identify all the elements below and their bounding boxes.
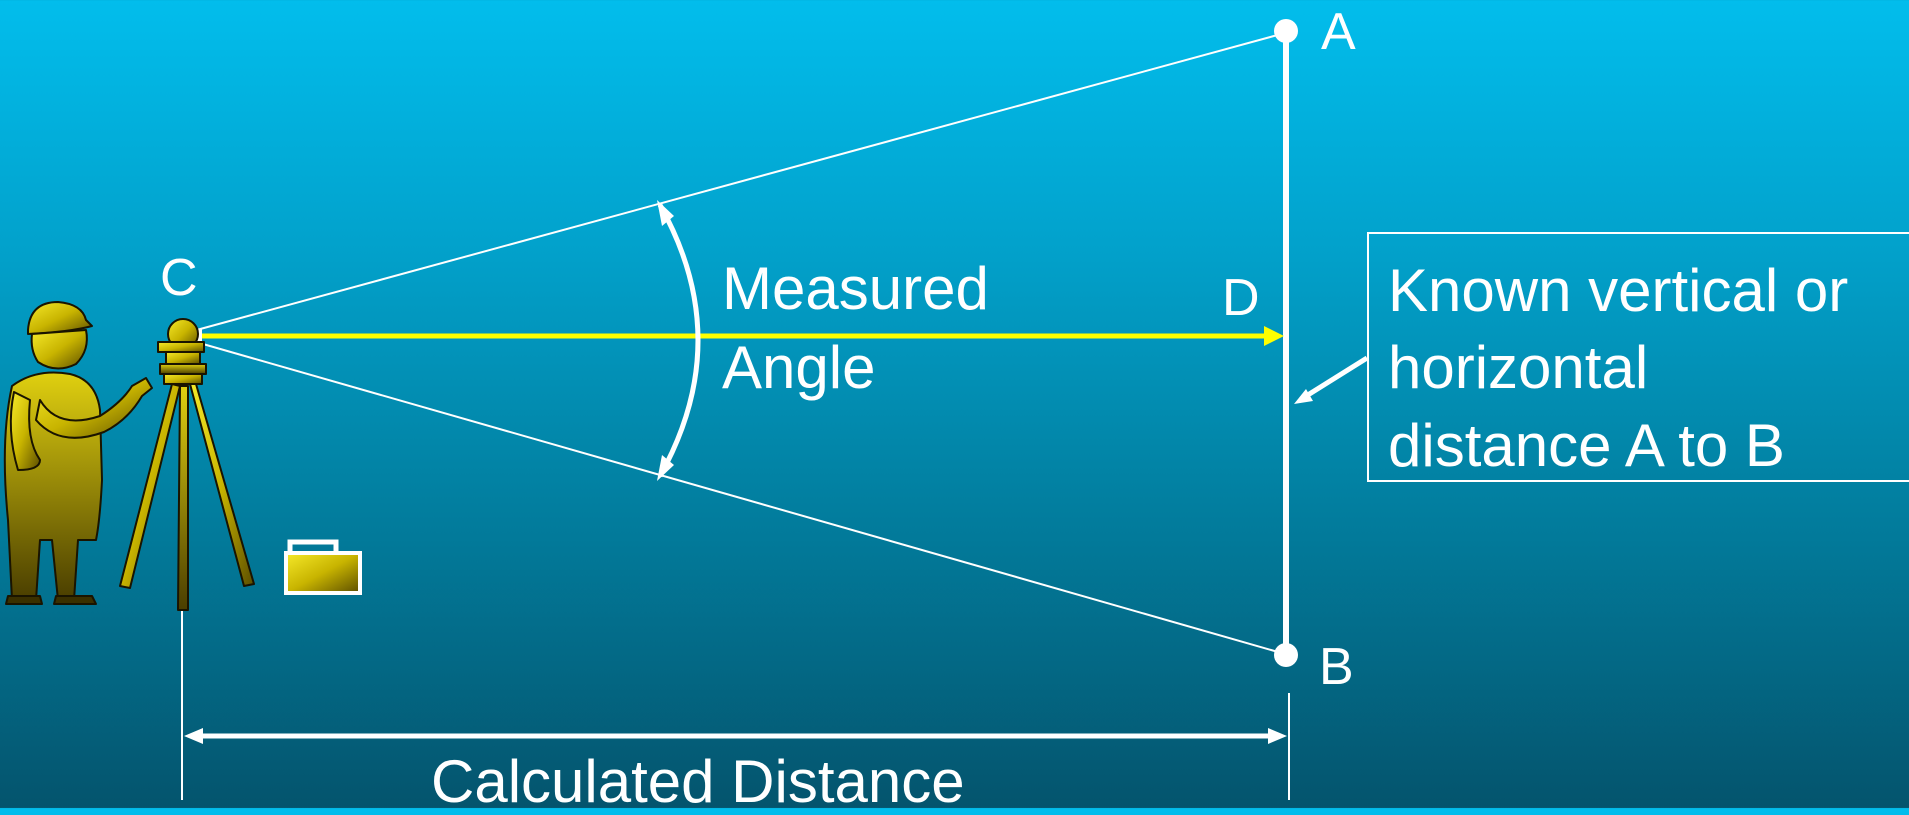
theodolite-tripod-icon xyxy=(119,318,255,611)
measured-angle-arc xyxy=(657,203,701,478)
calculated-distance-label: Calculated Distance xyxy=(431,748,965,815)
sight-line-to-b xyxy=(181,337,1286,655)
arrowhead-d xyxy=(1264,326,1284,346)
sight-line-to-a xyxy=(181,32,1286,335)
angle-arrowhead-bottom xyxy=(657,455,674,481)
dimension-arrow-left xyxy=(184,728,203,744)
measured-angle-line1: Measured xyxy=(722,255,989,322)
callout-pointer-arrowhead xyxy=(1294,389,1313,404)
callout-pointer xyxy=(1301,355,1369,401)
point-a-label: A xyxy=(1321,3,1356,61)
known-distance-line2: horizontal xyxy=(1388,334,1649,402)
known-distance-callout: Known vertical or horizontal distance A … xyxy=(1367,232,1909,482)
point-b-label: B xyxy=(1319,638,1354,696)
surveyor-figure xyxy=(3,301,153,605)
point-a-dot xyxy=(1274,19,1298,43)
known-distance-line1: Known vertical or xyxy=(1388,257,1849,324)
point-c-label: C xyxy=(160,249,198,307)
measured-angle-line2: Angle xyxy=(722,333,876,401)
known-distance-line3: distance A to B xyxy=(1388,411,1785,479)
point-b-dot xyxy=(1274,643,1298,667)
angle-arrowhead-top xyxy=(657,200,674,226)
point-d-label: D xyxy=(1222,269,1260,327)
instrument-case-icon xyxy=(284,539,362,595)
measured-angle-label: Measured Angle xyxy=(722,250,989,407)
dimension-arrow-right xyxy=(1268,728,1287,744)
